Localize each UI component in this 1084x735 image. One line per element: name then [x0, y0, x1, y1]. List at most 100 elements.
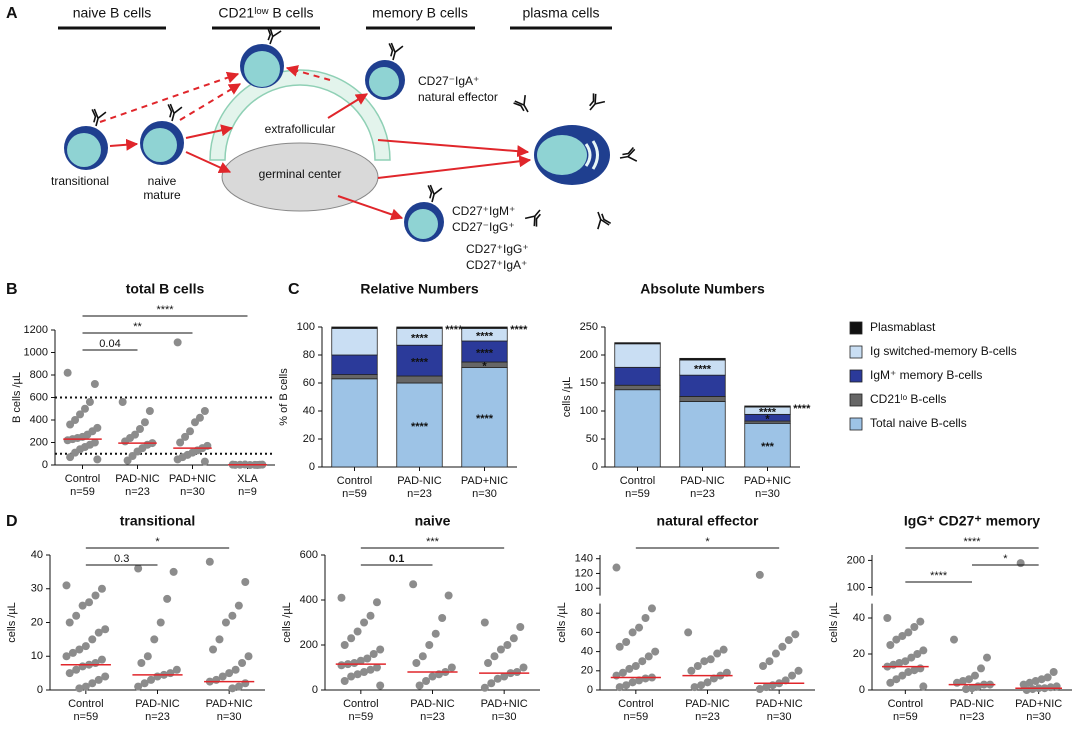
x-tick-label: PAD+NIC — [461, 475, 508, 487]
y-tick-label: 600 — [30, 391, 48, 403]
y-tick-label: 200 — [30, 436, 48, 448]
y-tick-label: 0 — [309, 461, 315, 473]
data-point — [641, 614, 650, 622]
n-label: n=23 — [145, 711, 170, 723]
y-axis-label: cells /µL — [6, 602, 18, 643]
data-point — [1022, 686, 1031, 694]
data-point — [172, 665, 181, 674]
n-label: n=59 — [348, 711, 373, 723]
data-point — [765, 657, 774, 666]
chart-title: IgG⁺ CD27⁺ memory — [904, 513, 1040, 529]
y-tick-label: 80 — [303, 349, 315, 361]
x-tick-label: Control — [888, 698, 923, 710]
data-point — [65, 669, 74, 678]
data-point — [340, 677, 349, 685]
data-point — [496, 645, 505, 654]
data-point — [447, 663, 456, 672]
bar-segment — [679, 396, 726, 402]
data-point — [635, 623, 644, 632]
data-point — [85, 598, 94, 607]
data-point — [101, 625, 110, 634]
data-point — [62, 652, 71, 661]
data-point — [759, 662, 768, 670]
n-label: n=23 — [125, 486, 150, 498]
data-point — [234, 601, 243, 610]
label: CD27⁻IgA⁺ — [418, 74, 479, 88]
x-tick-label: PAD+NIC — [481, 698, 528, 710]
y-tick-label: 200 — [300, 639, 318, 651]
n-label: n=30 — [492, 711, 517, 723]
data-point — [778, 642, 787, 651]
y-tick-label: 400 — [30, 414, 48, 426]
data-point — [794, 666, 803, 675]
data-point — [85, 398, 94, 406]
n-label: n=59 — [625, 488, 650, 500]
bracket-label: 0.04 — [99, 338, 120, 350]
bar-segment — [396, 326, 443, 329]
data-point — [238, 659, 247, 667]
legend-label: CD21ˡᵒ B-cells — [870, 392, 946, 406]
data-point — [156, 618, 165, 627]
data-point — [612, 563, 621, 572]
bracket-label: **** — [930, 570, 948, 582]
data-point — [143, 652, 152, 661]
data-point — [369, 650, 378, 658]
y-tick-label: 600 — [300, 549, 318, 561]
bar-segment — [614, 343, 661, 368]
data-point — [63, 436, 72, 445]
data-point — [91, 591, 100, 600]
n-label: n=30 — [217, 711, 242, 723]
data-point — [651, 647, 660, 656]
significance: **** — [445, 324, 463, 336]
data-point — [719, 645, 728, 654]
bar-segment — [461, 367, 508, 468]
data-point — [415, 681, 424, 690]
y-tick-label: 40 — [31, 549, 43, 561]
data-point — [353, 670, 362, 679]
data-point — [101, 672, 110, 681]
header: plasma cells — [522, 5, 599, 21]
data-point — [904, 668, 913, 676]
data-point — [784, 636, 793, 645]
data-point — [244, 652, 253, 661]
data-point — [628, 628, 637, 637]
cells — [64, 44, 610, 242]
data-point — [516, 623, 525, 631]
bar-segment — [614, 384, 661, 391]
n-label: n=30 — [767, 711, 792, 723]
y-tick-label: 800 — [30, 369, 48, 381]
header: naive B cells — [73, 5, 152, 21]
data-point — [376, 681, 385, 690]
x-tick-label: PAD-NIC — [397, 475, 441, 487]
y-tick-label: 10 — [31, 650, 43, 662]
data-point — [687, 666, 696, 675]
data-point — [337, 593, 346, 602]
data-point — [93, 455, 102, 464]
data-point — [487, 679, 496, 688]
data-point — [135, 425, 144, 433]
data-point — [241, 578, 250, 586]
label: CD27⁺IgM⁺ — [452, 204, 515, 218]
data-point — [622, 638, 631, 646]
panel-label: D — [6, 513, 18, 530]
bar-segment — [679, 374, 726, 397]
data-point — [950, 635, 958, 644]
legend-label: Ig switched-memory B-cells — [870, 344, 1017, 358]
data-point — [1049, 668, 1058, 676]
chart-title: Relative Numbers — [360, 281, 478, 297]
data-point — [218, 672, 227, 681]
n-label: n=59 — [893, 711, 918, 723]
data-point — [173, 338, 182, 347]
data-point — [919, 682, 928, 691]
y-tick-label: 40 — [303, 405, 315, 417]
x-tick-label: PAD-NIC — [410, 698, 454, 710]
significance: **** — [759, 407, 777, 419]
n-label: n=30 — [180, 486, 205, 498]
y-tick-label: 200 — [580, 349, 598, 361]
y-tick-label: 120 — [575, 567, 593, 579]
data-point — [697, 681, 706, 690]
data-point — [350, 659, 359, 667]
data-point — [1028, 685, 1037, 694]
y-axis-label: cells /µL — [556, 602, 568, 643]
data-point — [898, 671, 907, 680]
